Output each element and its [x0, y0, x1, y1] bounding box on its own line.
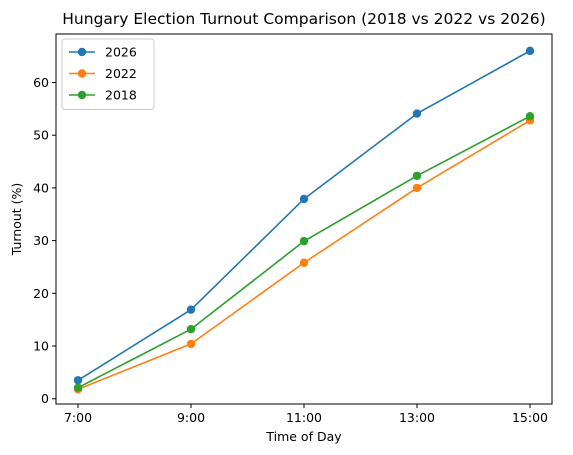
data-point — [299, 236, 309, 246]
data-point — [412, 171, 422, 180]
x-tick-label: 9:00 — [177, 410, 205, 425]
data-point — [525, 46, 535, 56]
x-axis: 7:00 9:00 11:00 13:00 15:00 — [64, 404, 548, 425]
x-axis-label: Time of Day — [265, 429, 342, 444]
series-2022 — [73, 116, 535, 394]
legend-marker — [77, 69, 87, 78]
data-point — [525, 112, 535, 121]
y-tick-label: 20 — [33, 286, 49, 301]
x-tick-label: 13:00 — [399, 410, 435, 425]
data-point — [186, 305, 196, 314]
y-tick-label: 50 — [33, 128, 49, 143]
legend: 2026 2022 2018 — [61, 38, 155, 110]
chart-title: Hungary Election Turnout Comparison (201… — [62, 10, 545, 28]
y-tick-label: 30 — [33, 233, 49, 248]
series-2026 — [73, 46, 535, 385]
series-2018 — [73, 112, 535, 392]
y-axis: 0 10 20 30 40 50 60 — [33, 75, 56, 406]
legend-label: 2018 — [105, 88, 137, 103]
data-point — [73, 383, 83, 392]
legend-label: 2026 — [105, 45, 137, 60]
x-tick-label: 7:00 — [64, 410, 92, 425]
x-tick-label: 11:00 — [286, 410, 322, 425]
data-point — [299, 258, 309, 267]
data-point — [186, 324, 196, 334]
data-point — [73, 376, 83, 385]
legend-box — [61, 38, 155, 110]
y-tick-label: 10 — [33, 339, 49, 354]
legend-item-2026: 2026 — [69, 45, 137, 60]
legend-marker — [77, 90, 87, 100]
y-axis-label: Turnout (%) — [9, 183, 24, 257]
x-tick-label: 15:00 — [512, 410, 548, 425]
data-point — [412, 183, 422, 193]
data-point — [412, 109, 422, 118]
y-tick-label: 0 — [41, 391, 49, 406]
y-tick-label: 40 — [33, 180, 49, 195]
data-point — [186, 339, 196, 349]
legend-marker — [77, 47, 87, 57]
series-line — [77, 115, 531, 389]
plot-area — [73, 46, 535, 394]
data-point — [299, 194, 309, 204]
legend-item-2018: 2018 — [69, 88, 137, 103]
legend-label: 2022 — [105, 66, 137, 81]
series-line — [77, 119, 531, 390]
y-tick-label: 60 — [33, 75, 49, 90]
legend-item-2022: 2022 — [69, 66, 137, 81]
